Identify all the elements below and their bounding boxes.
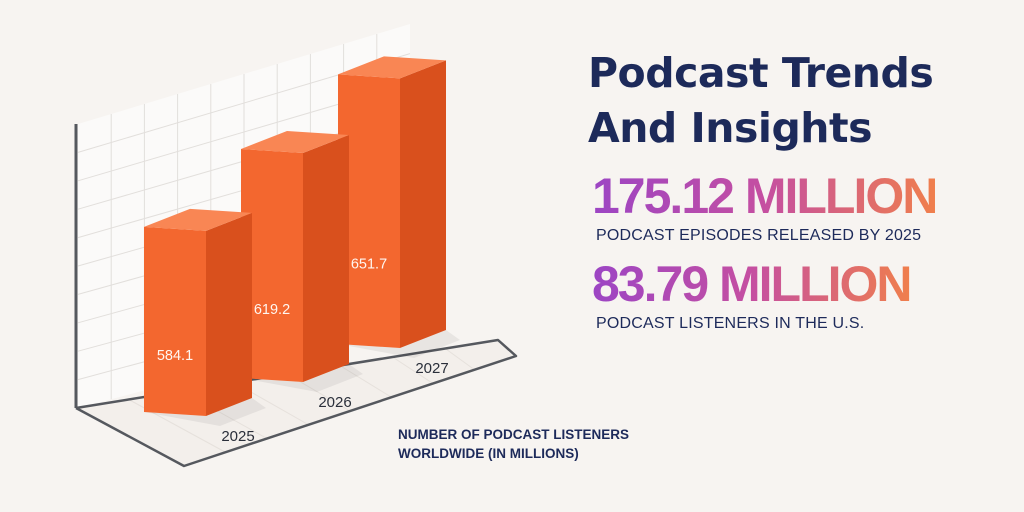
bar-front-face — [338, 74, 400, 348]
bar-side-face — [400, 60, 446, 348]
bar-top-face — [241, 131, 349, 153]
page-title: Podcast Trends And Insights — [588, 46, 934, 156]
bar-shadow — [144, 398, 266, 426]
chart-bars: 651.7 2027 619.2 2026 584.1 2025 — [144, 56, 460, 445]
stat-episodes-value: 175.12 MILLION — [592, 168, 938, 224]
chart-caption: NUMBER OF PODCAST LISTENERS WORLDWIDE (I… — [398, 425, 629, 463]
bar-side-face — [303, 135, 349, 382]
stat-listeners-value: 83.79 MILLION — [592, 256, 913, 312]
bar-front-face — [144, 226, 206, 416]
floor-grid-line — [444, 348, 475, 371]
bar-shadow — [241, 364, 363, 392]
bar-2025: 584.1 2025 — [144, 208, 266, 445]
bar-top-face — [144, 208, 252, 231]
chart-caption-line-2: WORLDWIDE (IN MILLIONS) — [398, 446, 579, 461]
bar-side-face — [206, 212, 252, 416]
stat-episodes-caption: PODCAST EPISODES RELEASED BY 2025 — [596, 227, 922, 244]
bar-top-face — [338, 56, 446, 79]
floor-outline — [75, 338, 518, 468]
page-title-line-2: And Insights — [588, 104, 872, 152]
bar-value-label: 651.7 — [351, 257, 387, 273]
bar-value-label: 619.2 — [254, 302, 290, 318]
bar-value-label: 584.1 — [157, 348, 193, 364]
x-tick-label: 2026 — [318, 394, 351, 411]
bar-shadow — [338, 330, 460, 358]
x-tick-label: 2027 — [415, 360, 448, 377]
floor-plane — [76, 340, 516, 466]
x-tick-label: 2025 — [221, 428, 254, 445]
bar-front-face — [241, 149, 303, 382]
bar-2026: 619.2 2026 — [241, 131, 363, 411]
stat-listeners-caption: PODCAST LISTENERS IN THE U.S. — [596, 315, 865, 332]
bar-2027: 651.7 2027 — [338, 56, 460, 377]
floor-grid-line — [392, 356, 434, 384]
page-title-line-1: Podcast Trends — [588, 49, 934, 97]
chart-caption-line-1: NUMBER OF PODCAST LISTENERS — [398, 427, 630, 442]
floor-grid-line — [339, 365, 392, 398]
